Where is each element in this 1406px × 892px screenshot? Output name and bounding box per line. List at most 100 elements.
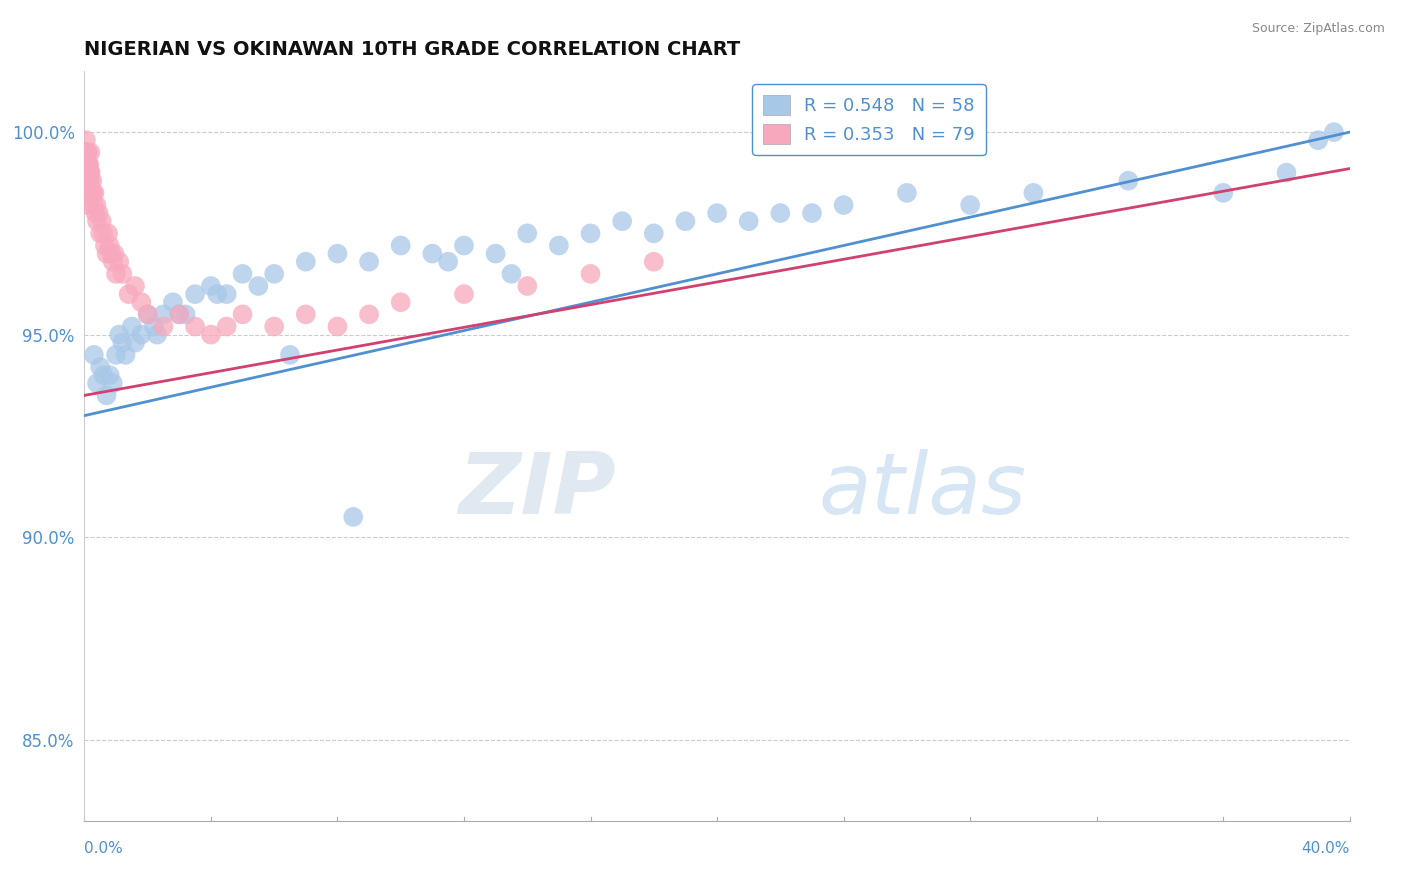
Text: 0.0%: 0.0%: [84, 841, 124, 856]
Point: [247, 279, 270, 293]
Point: [76, 174, 98, 188]
Point: [98, 238, 121, 252]
Point: [959, 198, 981, 212]
Point: [89, 359, 111, 374]
Point: [738, 214, 761, 228]
Point: [105, 348, 127, 362]
Text: 40.0%: 40.0%: [1302, 841, 1350, 856]
Point: [152, 319, 174, 334]
Point: [75, 174, 97, 188]
Point: [114, 348, 136, 362]
Point: [453, 238, 475, 252]
Point: [111, 335, 134, 350]
Point: [79, 145, 101, 160]
Point: [422, 246, 444, 260]
Point: [75, 157, 97, 171]
Point: [1323, 125, 1346, 139]
Point: [75, 157, 97, 171]
Text: NIGERIAN VS OKINAWAN 10TH GRADE CORRELATION CHART: NIGERIAN VS OKINAWAN 10TH GRADE CORRELAT…: [84, 39, 741, 59]
Point: [76, 145, 98, 160]
Point: [579, 227, 602, 241]
Point: [76, 186, 98, 200]
Point: [79, 166, 101, 180]
Point: [124, 279, 146, 293]
Point: [501, 267, 523, 281]
Point: [105, 267, 127, 281]
Point: [86, 376, 108, 391]
Point: [108, 254, 131, 268]
Point: [801, 206, 824, 220]
Point: [136, 307, 159, 321]
Point: [129, 295, 153, 310]
Point: [263, 267, 285, 281]
Point: [76, 166, 98, 180]
Point: [101, 254, 124, 268]
Point: [75, 145, 97, 160]
Point: [169, 307, 191, 321]
Point: [75, 145, 97, 160]
Point: [111, 267, 134, 281]
Point: [79, 186, 101, 200]
Text: ZIP: ZIP: [458, 450, 616, 533]
Point: [1308, 133, 1330, 147]
Point: [77, 157, 100, 171]
Point: [896, 186, 918, 200]
Point: [200, 279, 222, 293]
Point: [77, 186, 100, 200]
Point: [143, 319, 166, 334]
Point: [79, 166, 103, 180]
Point: [146, 327, 169, 342]
Point: [76, 145, 98, 160]
Point: [108, 327, 131, 342]
Text: atlas: atlas: [818, 450, 1026, 533]
Point: [73, 145, 96, 160]
Point: [215, 287, 238, 301]
Point: [83, 186, 105, 200]
Point: [174, 307, 197, 321]
Point: [579, 267, 602, 281]
Point: [215, 319, 238, 334]
Point: [77, 166, 100, 180]
Point: [326, 319, 349, 334]
Point: [86, 214, 108, 228]
Point: [129, 327, 153, 342]
Point: [82, 174, 104, 188]
Point: [162, 295, 184, 310]
Point: [76, 186, 98, 200]
Point: [97, 227, 120, 241]
Point: [94, 238, 117, 252]
Point: [121, 319, 143, 334]
Point: [548, 238, 571, 252]
Point: [152, 307, 174, 321]
Point: [89, 227, 111, 241]
Point: [832, 198, 855, 212]
Point: [516, 227, 538, 241]
Point: [485, 246, 508, 260]
Point: [184, 319, 207, 334]
Point: [200, 327, 222, 342]
Point: [706, 206, 728, 220]
Point: [389, 238, 412, 252]
Point: [76, 186, 98, 200]
Point: [79, 166, 101, 180]
Point: [516, 279, 538, 293]
Point: [76, 157, 98, 171]
Point: [1118, 174, 1140, 188]
Point: [75, 166, 97, 180]
Point: [1275, 166, 1298, 180]
Point: [278, 348, 301, 362]
Point: [231, 307, 254, 321]
Point: [96, 388, 118, 402]
Point: [76, 174, 98, 188]
Point: [77, 174, 100, 188]
Point: [84, 206, 107, 220]
Point: [76, 186, 98, 200]
Point: [76, 174, 98, 188]
Point: [77, 157, 100, 171]
Point: [76, 145, 98, 160]
Point: [87, 206, 110, 220]
Point: [98, 368, 121, 383]
Point: [83, 198, 105, 212]
Point: [77, 166, 100, 180]
Point: [342, 509, 364, 524]
